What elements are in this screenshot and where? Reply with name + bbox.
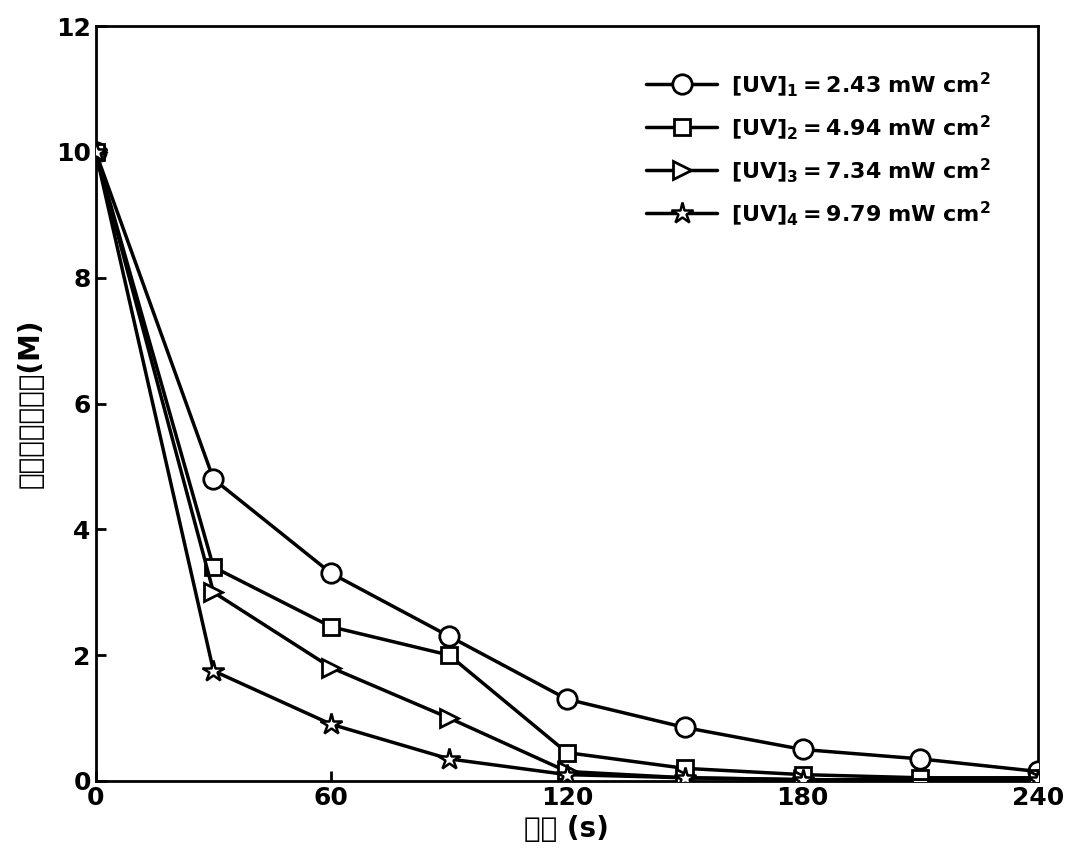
Y-axis label: 碗帕鈆的浓度／(M): 碗帕鈆的浓度／(M) — [16, 319, 44, 488]
Legend: $\mathbf{[UV]_{1}}$$\mathbf{=2.43\ mW\ cm^{2}}$, $\mathbf{[UV]_{2}}$$\mathbf{=4.: $\mathbf{[UV]_{1}}$$\mathbf{=2.43\ mW\ c… — [628, 52, 1009, 245]
X-axis label: 时间 (s): 时间 (s) — [524, 815, 610, 844]
